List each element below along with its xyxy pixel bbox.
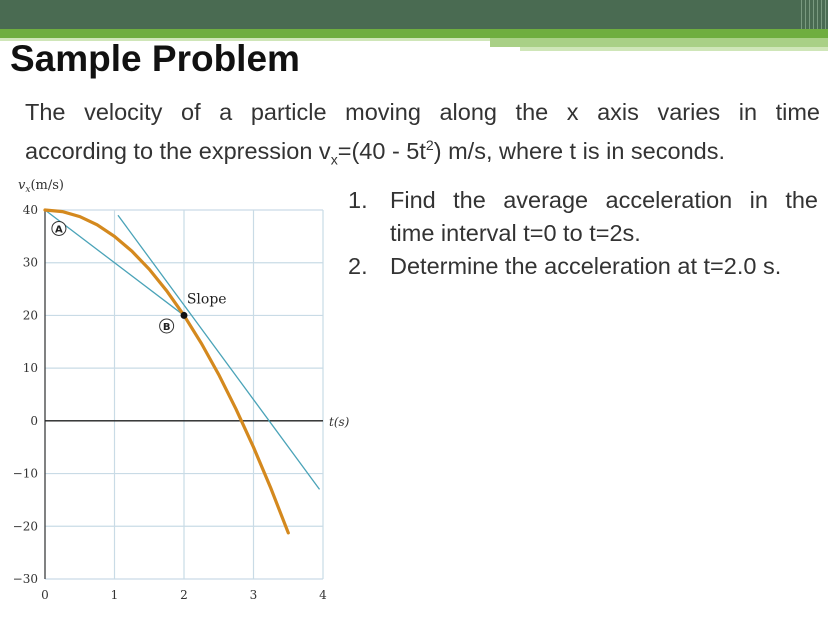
superscript-2: 2 — [425, 137, 434, 153]
question-text: Find the average acceleration in the tim… — [390, 184, 818, 250]
question-line: time interval t=0 to t=2s. — [390, 220, 641, 246]
y-tick-label: 30 — [23, 256, 38, 270]
question-text: Determine the acceleration at t=2.0 s. — [390, 253, 782, 279]
point-b-marker — [180, 311, 188, 319]
question-item: 1. Find the average acceleration in the … — [348, 184, 818, 250]
x-tick-label: 0 — [41, 588, 49, 602]
question-number: 2. — [348, 253, 368, 279]
question-item: 2. Determine the acceleration at t=2.0 s… — [348, 250, 818, 283]
y-axis-label: vx(m/s) — [18, 178, 64, 195]
description-text: ) m/s, where t is in seconds. — [433, 137, 725, 164]
accent-band-light — [0, 38, 490, 41]
velocity-curve — [43, 208, 290, 535]
description-line-2: according to the expression vx=(40 - 5t2… — [25, 129, 820, 177]
point-label-circle — [159, 318, 175, 334]
question-list: 1. Find the average acceleration in the … — [348, 184, 818, 283]
slope-label: Slope — [187, 291, 227, 307]
description-text: =(40 - 5t — [337, 137, 426, 164]
problem-description: The velocity of a particle moving along … — [25, 96, 820, 177]
description-text: according to the expression v — [25, 137, 331, 164]
top-bar — [0, 0, 828, 29]
x-tick-label: 2 — [180, 588, 188, 602]
accent-band — [0, 29, 828, 38]
x-tick-label: 3 — [250, 588, 258, 602]
y-tick-label: 0 — [30, 414, 38, 428]
tangent-line — [117, 214, 321, 490]
accent-band-right — [490, 38, 828, 47]
point-label: B — [163, 322, 171, 333]
point-label: A — [55, 224, 63, 235]
description-line-1: The velocity of a particle moving along … — [25, 99, 820, 125]
top-bar-stripes — [798, 0, 828, 29]
accent-band-right-light — [520, 47, 828, 51]
y-tick-label: 20 — [23, 308, 38, 322]
chord-line — [44, 209, 185, 316]
x-tick-label: 4 — [319, 588, 327, 602]
y-tick-label: 10 — [23, 361, 38, 375]
y-tick-label: 40 — [23, 203, 38, 217]
question-number: 1. — [348, 187, 368, 213]
x-axis-label: t(s) — [329, 415, 350, 429]
y-tick-label: −30 — [13, 572, 38, 586]
question-line: Find the average acceleration in the — [390, 187, 818, 213]
y-tick-label: −10 — [13, 467, 38, 481]
point-label-circle — [51, 220, 67, 236]
x-tick-label: 1 — [111, 588, 119, 602]
subscript-x: x — [330, 151, 338, 168]
y-tick-label: −20 — [13, 519, 38, 533]
slide-title: Sample Problem — [10, 38, 300, 79]
